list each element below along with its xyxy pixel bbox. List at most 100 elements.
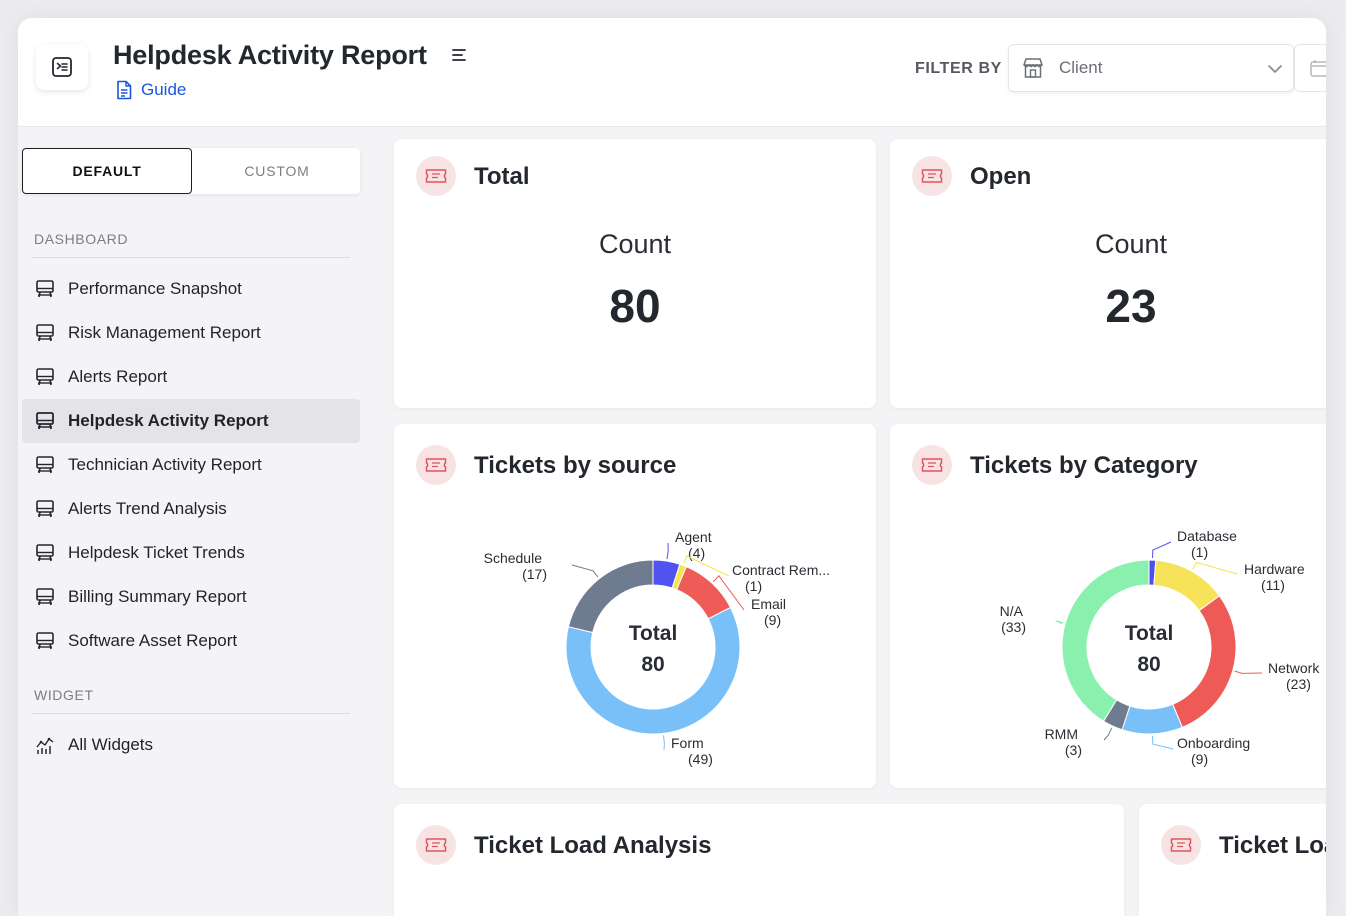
storefront-icon xyxy=(1023,58,1043,78)
leader-line xyxy=(1103,727,1113,741)
monitor-icon xyxy=(36,544,54,562)
ticket-icon xyxy=(1170,838,1192,852)
slice-name-label: RMM xyxy=(1045,726,1078,742)
card-title: Open xyxy=(970,163,1032,190)
slice-name-label: Onboarding xyxy=(1177,735,1250,751)
slice-value-label: (23) xyxy=(1286,676,1311,692)
slice-name-label: Agent xyxy=(675,529,712,545)
sidebar-item-helpdesk-activity-report[interactable]: Helpdesk Activity Report xyxy=(22,399,360,443)
leader-line xyxy=(1151,541,1172,559)
count-label: Count xyxy=(1094,229,1168,259)
ticket-icon xyxy=(921,458,943,472)
sidebar-item-helpdesk-ticket-trends[interactable]: Helpdesk Ticket Trends xyxy=(22,531,360,575)
sidebar-item-risk-management-report[interactable]: Risk Management Report xyxy=(22,311,360,355)
client-filter-select[interactable]: Client xyxy=(1008,44,1294,92)
ticket-icon xyxy=(425,838,447,852)
sidebar-item-technician-activity-report[interactable]: Technician Activity Report xyxy=(22,443,360,487)
filter-value: Client xyxy=(1059,58,1103,77)
donut-slice[interactable] xyxy=(1172,595,1237,729)
sidebar-item-label: Software Asset Report xyxy=(68,631,238,650)
ticket-icon-badge xyxy=(912,445,952,485)
slice-value-label: (1) xyxy=(1191,544,1208,560)
slice-value-label: (33) xyxy=(1001,619,1026,635)
slice-name-label: Database xyxy=(1177,528,1237,544)
date-filter-button[interactable] xyxy=(1294,44,1326,92)
slice-name-label: Hardware xyxy=(1244,561,1305,577)
donut-center-value: 80 xyxy=(1137,653,1160,676)
sidebar-item-software-asset-report[interactable]: Software Asset Report xyxy=(22,619,360,663)
sidebar-item-label: Alerts Trend Analysis xyxy=(68,499,227,518)
tickets-by-category-donut-chart: Database(1) Hardware(11) Network(23) Onboar… xyxy=(1000,528,1321,767)
count-value: 80 xyxy=(609,280,661,332)
leader-line xyxy=(1055,620,1064,625)
ticket-icon xyxy=(425,458,447,472)
default-tab[interactable]: DEFAULT xyxy=(22,148,192,194)
guide-link[interactable]: Guide xyxy=(115,80,186,100)
total-card: Total Count 80 xyxy=(394,139,876,408)
ticket-icon-badge xyxy=(912,156,952,196)
sidebar-item-performance-snapshot[interactable]: Performance Snapshot xyxy=(22,267,360,311)
sidebar-item-alerts-report[interactable]: Alerts Report xyxy=(22,355,360,399)
monitor-icon xyxy=(36,412,54,430)
sidebar-item-label: Performance Snapshot xyxy=(68,279,242,298)
document-icon xyxy=(117,80,132,100)
count-label: Count xyxy=(598,229,672,259)
slice-value-label: (9) xyxy=(764,612,781,628)
count-value: 23 xyxy=(1105,280,1157,332)
monitor-icon xyxy=(36,324,54,342)
ticket-icon-badge xyxy=(1161,825,1201,865)
sidebar-toggle-button[interactable] xyxy=(36,44,88,90)
tickets-by-source-card: Tickets by source Agent (4) Contract Rem..… xyxy=(394,424,876,788)
slice-value-label: (49) xyxy=(688,751,713,767)
leader-line xyxy=(1192,561,1238,575)
monitor-icon xyxy=(36,632,54,650)
sidebar-item-billing-summary-report[interactable]: Billing Summary Report xyxy=(22,575,360,619)
tickets-by-category-card: Tickets by Category Database (1) Hardware(… xyxy=(890,424,1326,788)
sidebar-item-label: Helpdesk Activity Report xyxy=(68,411,269,430)
donut-center-label: Total xyxy=(1125,622,1174,645)
sidebar-item-label: All Widgets xyxy=(68,735,154,754)
card-title: Ticket Loa xyxy=(1219,832,1326,859)
slice-name-label: Network xyxy=(1268,660,1320,676)
dashboard-section-label: DASHBOARD xyxy=(34,231,129,247)
card-title: Tickets by source xyxy=(474,452,677,479)
monitor-icon xyxy=(36,280,54,298)
sidebar-item-label: Technician Activity Report xyxy=(68,455,262,474)
ticket-load-card-secondary: Ticket Loa xyxy=(1139,804,1326,916)
leader-line xyxy=(662,735,665,751)
calendar-icon xyxy=(1310,60,1326,77)
tickets-by-source-donut-chart: Agent(4) Contract Rem...(1) Email(9) Form(4… xyxy=(484,529,830,767)
chevron-down-icon xyxy=(1268,65,1282,73)
open-card: Open Count 23 xyxy=(890,139,1326,408)
widget-section-label: WIDGET xyxy=(34,687,94,703)
leader-line xyxy=(571,564,599,578)
ticket-icon-badge xyxy=(416,156,456,196)
sidebar-item-alerts-trend-analysis[interactable]: Alerts Trend Analysis xyxy=(22,487,360,531)
leader-line xyxy=(683,555,730,577)
divider xyxy=(32,257,350,258)
slice-value-label: (4) xyxy=(688,545,705,561)
donut-slice[interactable] xyxy=(676,565,732,620)
donut-slice[interactable] xyxy=(567,559,654,634)
slice-value-label: (3) xyxy=(1065,742,1082,758)
donut-slice[interactable] xyxy=(565,606,741,735)
sidebar-item-all-widgets[interactable]: All Widgets xyxy=(22,723,360,767)
terminal-panel-icon xyxy=(52,57,72,77)
page-title: Helpdesk Activity Report xyxy=(113,40,427,70)
donut-slice[interactable] xyxy=(1121,703,1183,735)
slice-name-label: Form xyxy=(671,735,704,751)
guide-label: Guide xyxy=(141,80,187,99)
slice-name-label: Contract Rem... xyxy=(732,562,830,578)
monitor-icon xyxy=(36,500,54,518)
donut-center-value: 80 xyxy=(641,653,664,676)
ticket-icon xyxy=(921,169,943,183)
leader-line xyxy=(1151,735,1174,750)
view-mode-toggle: DEFAULT CUSTOM xyxy=(22,148,360,194)
custom-tab[interactable]: CUSTOM xyxy=(244,163,310,179)
donut-slice[interactable] xyxy=(1061,559,1150,722)
card-title: Ticket Load Analysis xyxy=(474,832,712,859)
ticket-icon xyxy=(425,169,447,183)
leader-line xyxy=(666,542,669,560)
slice-name-label: Schedule xyxy=(484,550,543,566)
menu-lines-icon[interactable] xyxy=(452,48,466,62)
